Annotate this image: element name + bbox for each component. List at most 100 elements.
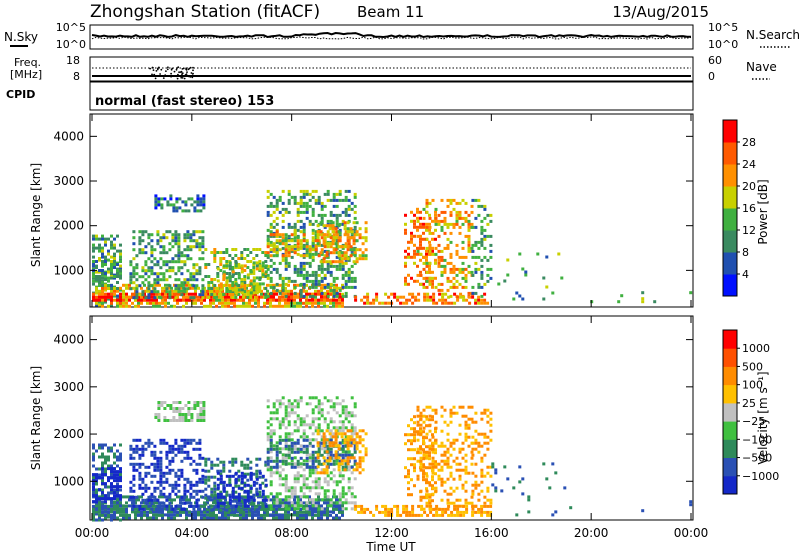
range-cell xyxy=(281,285,285,289)
range-cell xyxy=(252,269,256,272)
range-cell xyxy=(352,456,356,460)
nave-point xyxy=(162,77,165,79)
range-cell xyxy=(338,414,342,418)
range-cell xyxy=(446,288,450,292)
range-cell xyxy=(113,507,116,511)
range-cell xyxy=(419,465,423,469)
range-cell xyxy=(331,239,335,243)
range-cell xyxy=(110,473,113,477)
range-cell xyxy=(467,228,471,232)
range-cell xyxy=(320,243,324,247)
range-cell xyxy=(326,480,330,484)
range-cell xyxy=(261,273,265,277)
range-cell xyxy=(477,301,481,305)
range-cell xyxy=(194,286,197,290)
range-cell xyxy=(311,258,315,262)
range-cell xyxy=(326,498,329,502)
range-cell xyxy=(474,243,478,247)
range-cell xyxy=(329,471,333,475)
range-cell xyxy=(172,209,176,213)
range-cell xyxy=(147,281,151,285)
range-cell xyxy=(138,456,142,460)
range-cell xyxy=(434,207,438,211)
range-cell xyxy=(164,298,167,302)
range-cell xyxy=(372,301,376,305)
range-cell xyxy=(246,472,250,476)
range-cell xyxy=(308,222,312,226)
nave-point xyxy=(167,66,169,69)
range-cell xyxy=(138,275,142,279)
range-cell xyxy=(461,246,465,250)
range-cell xyxy=(98,446,101,450)
range-cell xyxy=(116,510,119,514)
range-cell xyxy=(311,213,315,217)
range-cell xyxy=(240,460,244,464)
range-cell xyxy=(296,283,299,287)
range-cell xyxy=(157,404,161,407)
range-cell xyxy=(260,295,263,299)
range-cell xyxy=(281,513,284,517)
range-cell xyxy=(206,507,209,511)
range-cell xyxy=(296,504,300,508)
range-cell xyxy=(419,234,422,238)
range-cell xyxy=(338,498,342,502)
range-cell xyxy=(455,279,459,283)
range-cell xyxy=(198,441,202,445)
range-cell xyxy=(480,258,484,262)
range-cell xyxy=(278,261,282,265)
range-cell xyxy=(455,216,459,220)
range-cell xyxy=(168,501,172,505)
range-cell xyxy=(258,475,262,479)
range-cell xyxy=(296,480,300,484)
range-cell xyxy=(355,468,359,472)
range-cell xyxy=(275,240,279,244)
range-cell xyxy=(293,495,296,499)
range-cell xyxy=(311,298,314,302)
range-cell xyxy=(293,399,297,403)
range-cell xyxy=(305,201,309,205)
range-cell xyxy=(281,453,285,457)
range-cell xyxy=(231,460,235,464)
range-cell xyxy=(422,225,425,229)
range-cell xyxy=(98,303,101,307)
range-cell xyxy=(483,207,487,211)
range-cell xyxy=(449,252,453,256)
range-cell xyxy=(187,410,191,413)
range-cell xyxy=(344,242,348,246)
range-cell xyxy=(173,292,176,296)
range-cell xyxy=(346,459,350,463)
range-cell xyxy=(314,486,318,490)
range-cell xyxy=(467,234,471,238)
range-cell xyxy=(163,407,167,410)
range-cell xyxy=(287,495,291,499)
range-cell xyxy=(125,501,128,505)
range-cell xyxy=(413,261,416,265)
range-cell xyxy=(323,301,326,305)
range-cell xyxy=(290,456,294,460)
range-cell xyxy=(156,459,160,463)
range-cell xyxy=(278,402,282,406)
range-cell xyxy=(129,444,133,448)
range-cell xyxy=(113,485,116,489)
range-cell xyxy=(272,261,276,265)
nave-tick-bottom: 0 xyxy=(708,70,715,83)
range-cell xyxy=(261,251,265,254)
range-cell xyxy=(203,507,206,511)
range-cell xyxy=(144,483,148,487)
range-cell xyxy=(95,278,98,281)
range-cell xyxy=(350,201,354,205)
noise-panel-frame xyxy=(89,24,694,50)
range-cell xyxy=(245,301,248,305)
range-cell xyxy=(92,513,95,517)
range-cell xyxy=(125,301,128,305)
range-cell xyxy=(364,450,368,454)
range-cell xyxy=(317,501,320,505)
range-cell xyxy=(308,192,312,196)
range-cell xyxy=(278,273,282,277)
range-cell xyxy=(311,270,315,274)
range-cell xyxy=(209,301,212,305)
range-cell xyxy=(132,242,136,246)
range-cell xyxy=(353,216,357,220)
range-cell xyxy=(299,270,303,274)
range-cell xyxy=(154,200,158,204)
